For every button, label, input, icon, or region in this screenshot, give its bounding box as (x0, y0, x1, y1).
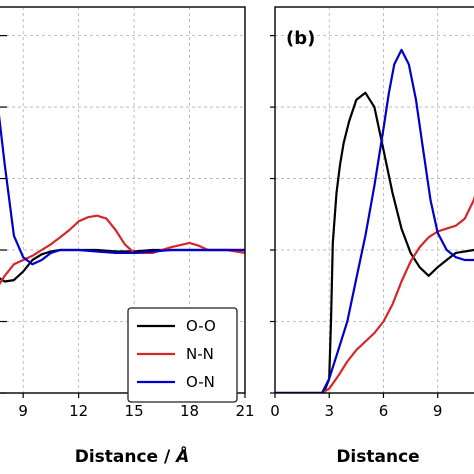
series-line-o-o (0, 248, 245, 283)
x-tick-label: 9 (18, 402, 28, 420)
legend-label-o-n: O-N (186, 373, 215, 391)
panel-label: (b) (286, 28, 315, 49)
x-axis-label-part: Distance / (75, 447, 176, 467)
x-axis-label-part: Å (174, 444, 189, 467)
x-tick-label: 0 (270, 402, 280, 420)
legend-label-n-n: N-N (186, 345, 214, 363)
plot-area (275, 7, 474, 393)
axes-frame (274, 6, 474, 394)
series-line-o-o (275, 91, 474, 393)
x-axis-label: Distance (336, 447, 419, 467)
x-tick-label: 15 (125, 402, 144, 420)
x-tick-label: 12 (69, 402, 88, 420)
legend: O-O N-N O-N (127, 307, 238, 403)
legend-label-o-o: O-O (186, 317, 216, 335)
series-line-o-n (0, 114, 245, 266)
series-line-n-n (0, 214, 245, 286)
x-axis-label: Distance / Å (75, 444, 190, 467)
x-tick-label: 3 (324, 402, 334, 420)
series-line-n-n (275, 195, 474, 393)
panel-b: 036912Distance(b) (270, 6, 474, 467)
axes-frame (0, 6, 246, 394)
x-tick-label: 21 (235, 402, 254, 420)
plot-area (0, 7, 245, 393)
series-line-o-n (275, 48, 474, 393)
x-tick-label: 9 (433, 402, 443, 420)
legend-box (127, 307, 238, 403)
panel-a: 6912151821Distance / ÅO-ON-NO-N (0, 6, 255, 467)
x-axis-label-part: Distance (336, 447, 419, 467)
x-tick-label: 18 (180, 402, 199, 420)
x-tick-label: 6 (379, 402, 389, 420)
